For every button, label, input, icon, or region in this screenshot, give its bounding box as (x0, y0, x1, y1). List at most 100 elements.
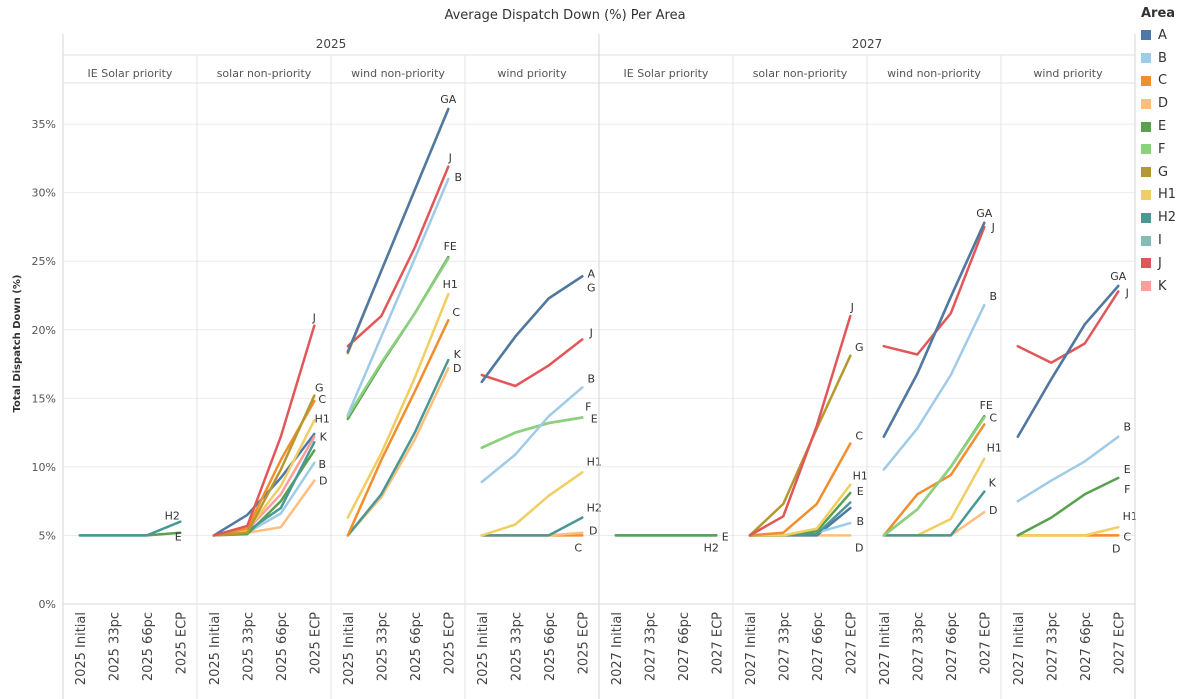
series-line-A (882, 221, 986, 438)
legend-item-G: G (1141, 161, 1190, 184)
series-line-J (346, 165, 450, 348)
chart-title: Average Dispatch Down (%) Per Area (444, 8, 686, 23)
y-tick-label: 5% (39, 529, 56, 542)
end-label: K (989, 477, 997, 490)
x-tick-label: 2027 ECP (1112, 612, 1127, 675)
end-label: J (312, 312, 316, 325)
x-tick-label: 2025 ECP (308, 612, 323, 675)
x-tick-label: 2027 Initial (744, 612, 759, 685)
y-tick-label: 25% (32, 255, 56, 268)
end-label: FE (444, 240, 457, 253)
series-line-A (480, 275, 584, 384)
end-label: G (315, 382, 324, 395)
y-axis-title: Total Dispatch Down (%) (12, 275, 23, 413)
end-label: A (587, 267, 595, 280)
end-label: H1 (1123, 510, 1136, 523)
x-tick-label: 2025 ECP (174, 612, 189, 675)
end-label: C (855, 430, 863, 443)
end-label: D (453, 362, 461, 375)
end-label: B (454, 171, 462, 184)
legend-item-K: K (1141, 275, 1190, 298)
x-tick-label: 2025 66pc (141, 612, 156, 681)
end-label: B (587, 372, 595, 385)
y-tick-label: 15% (32, 392, 56, 405)
series-line-F (480, 416, 584, 449)
series-line-H2 (212, 440, 316, 537)
x-tick-label: 2025 Initial (476, 612, 491, 685)
end-label: J (850, 301, 854, 314)
legend-swatch (1141, 281, 1151, 292)
end-label: G (855, 341, 864, 354)
x-tick-label: 2027 33pc (911, 612, 926, 681)
legend-label: H2 (1158, 210, 1177, 226)
series-line-G (212, 394, 316, 537)
x-tick-label: 2025 66pc (409, 612, 424, 681)
legend-label: C (1158, 73, 1168, 89)
end-label: F (585, 401, 591, 414)
y-tick-label: 35% (32, 118, 56, 131)
end-label: D (989, 504, 997, 517)
series-line-B (882, 303, 986, 471)
end-label: B (856, 515, 864, 528)
series-line-H1 (1016, 525, 1120, 537)
panel-title: wind priority (497, 67, 567, 80)
x-tick-label: 2027 66pc (677, 612, 692, 681)
series-line-H2 (78, 520, 182, 537)
legend-swatch (1141, 235, 1151, 246)
end-label: J (589, 326, 593, 339)
end-label: C (318, 393, 326, 406)
x-tick-label: 2025 66pc (543, 612, 558, 681)
x-tick-label: 2025 66pc (275, 612, 290, 681)
x-tick-label: 2027 33pc (777, 612, 792, 681)
end-label: H1 (587, 455, 602, 468)
end-label: E (175, 531, 182, 544)
x-tick-label: 2025 33pc (375, 612, 390, 681)
legend-swatch (1141, 144, 1151, 155)
series-line-J (748, 314, 852, 537)
series-line-B (480, 386, 584, 484)
legend-label: F (1158, 141, 1166, 157)
end-label: E (857, 485, 864, 498)
x-tick-label: 2027 66pc (945, 612, 960, 681)
end-label: GA (1110, 270, 1127, 283)
x-tick-label: 2025 ECP (576, 612, 591, 675)
year-label: 2025 (316, 37, 347, 51)
panel-title: IE Solar priority (624, 67, 709, 80)
series-line-E (480, 416, 584, 449)
end-label: B (1123, 421, 1131, 434)
legend-label: G (1158, 164, 1169, 180)
x-tick-label: 2027 33pc (643, 612, 658, 681)
legend: Area A B C D E F G H1 H2 I J K (1141, 6, 1190, 298)
end-label: H1 (443, 278, 458, 291)
series-line-C (882, 423, 986, 537)
x-tick-label: 2027 Initial (1012, 612, 1027, 685)
x-tick-label: 2025 Initial (208, 612, 223, 685)
series-line-H1 (480, 471, 584, 537)
series-line-A (1016, 284, 1120, 438)
end-label: K (320, 431, 328, 444)
legend-item-E: E (1141, 115, 1190, 138)
legend-item-C: C (1141, 70, 1190, 93)
series-line-G (1016, 284, 1120, 438)
legend-item-D: D (1141, 92, 1190, 115)
y-tick-label: 30% (32, 187, 56, 200)
legend-item-H1: H1 (1141, 184, 1190, 207)
end-label: B (989, 290, 997, 303)
y-tick-label: 20% (32, 324, 56, 337)
legend-label: D (1158, 96, 1169, 112)
end-label: G (587, 281, 596, 294)
end-label: H1 (987, 442, 1002, 455)
series-line-F (346, 257, 450, 418)
y-tick-label: 0% (39, 598, 56, 611)
legend-items: A B C D E F G H1 H2 I J K (1141, 24, 1190, 298)
panel-title: solar non-priority (753, 67, 848, 80)
end-label: D (319, 475, 327, 488)
x-tick-label: 2027 Initial (610, 612, 625, 685)
y-tick-label: 10% (32, 461, 56, 474)
end-label: F (1124, 483, 1130, 496)
legend-swatch (1141, 75, 1151, 86)
legend-item-F: F (1141, 138, 1190, 161)
end-label: GA (440, 93, 457, 106)
x-tick-label: 2027 ECP (710, 612, 725, 675)
series-line-H1 (748, 483, 852, 537)
